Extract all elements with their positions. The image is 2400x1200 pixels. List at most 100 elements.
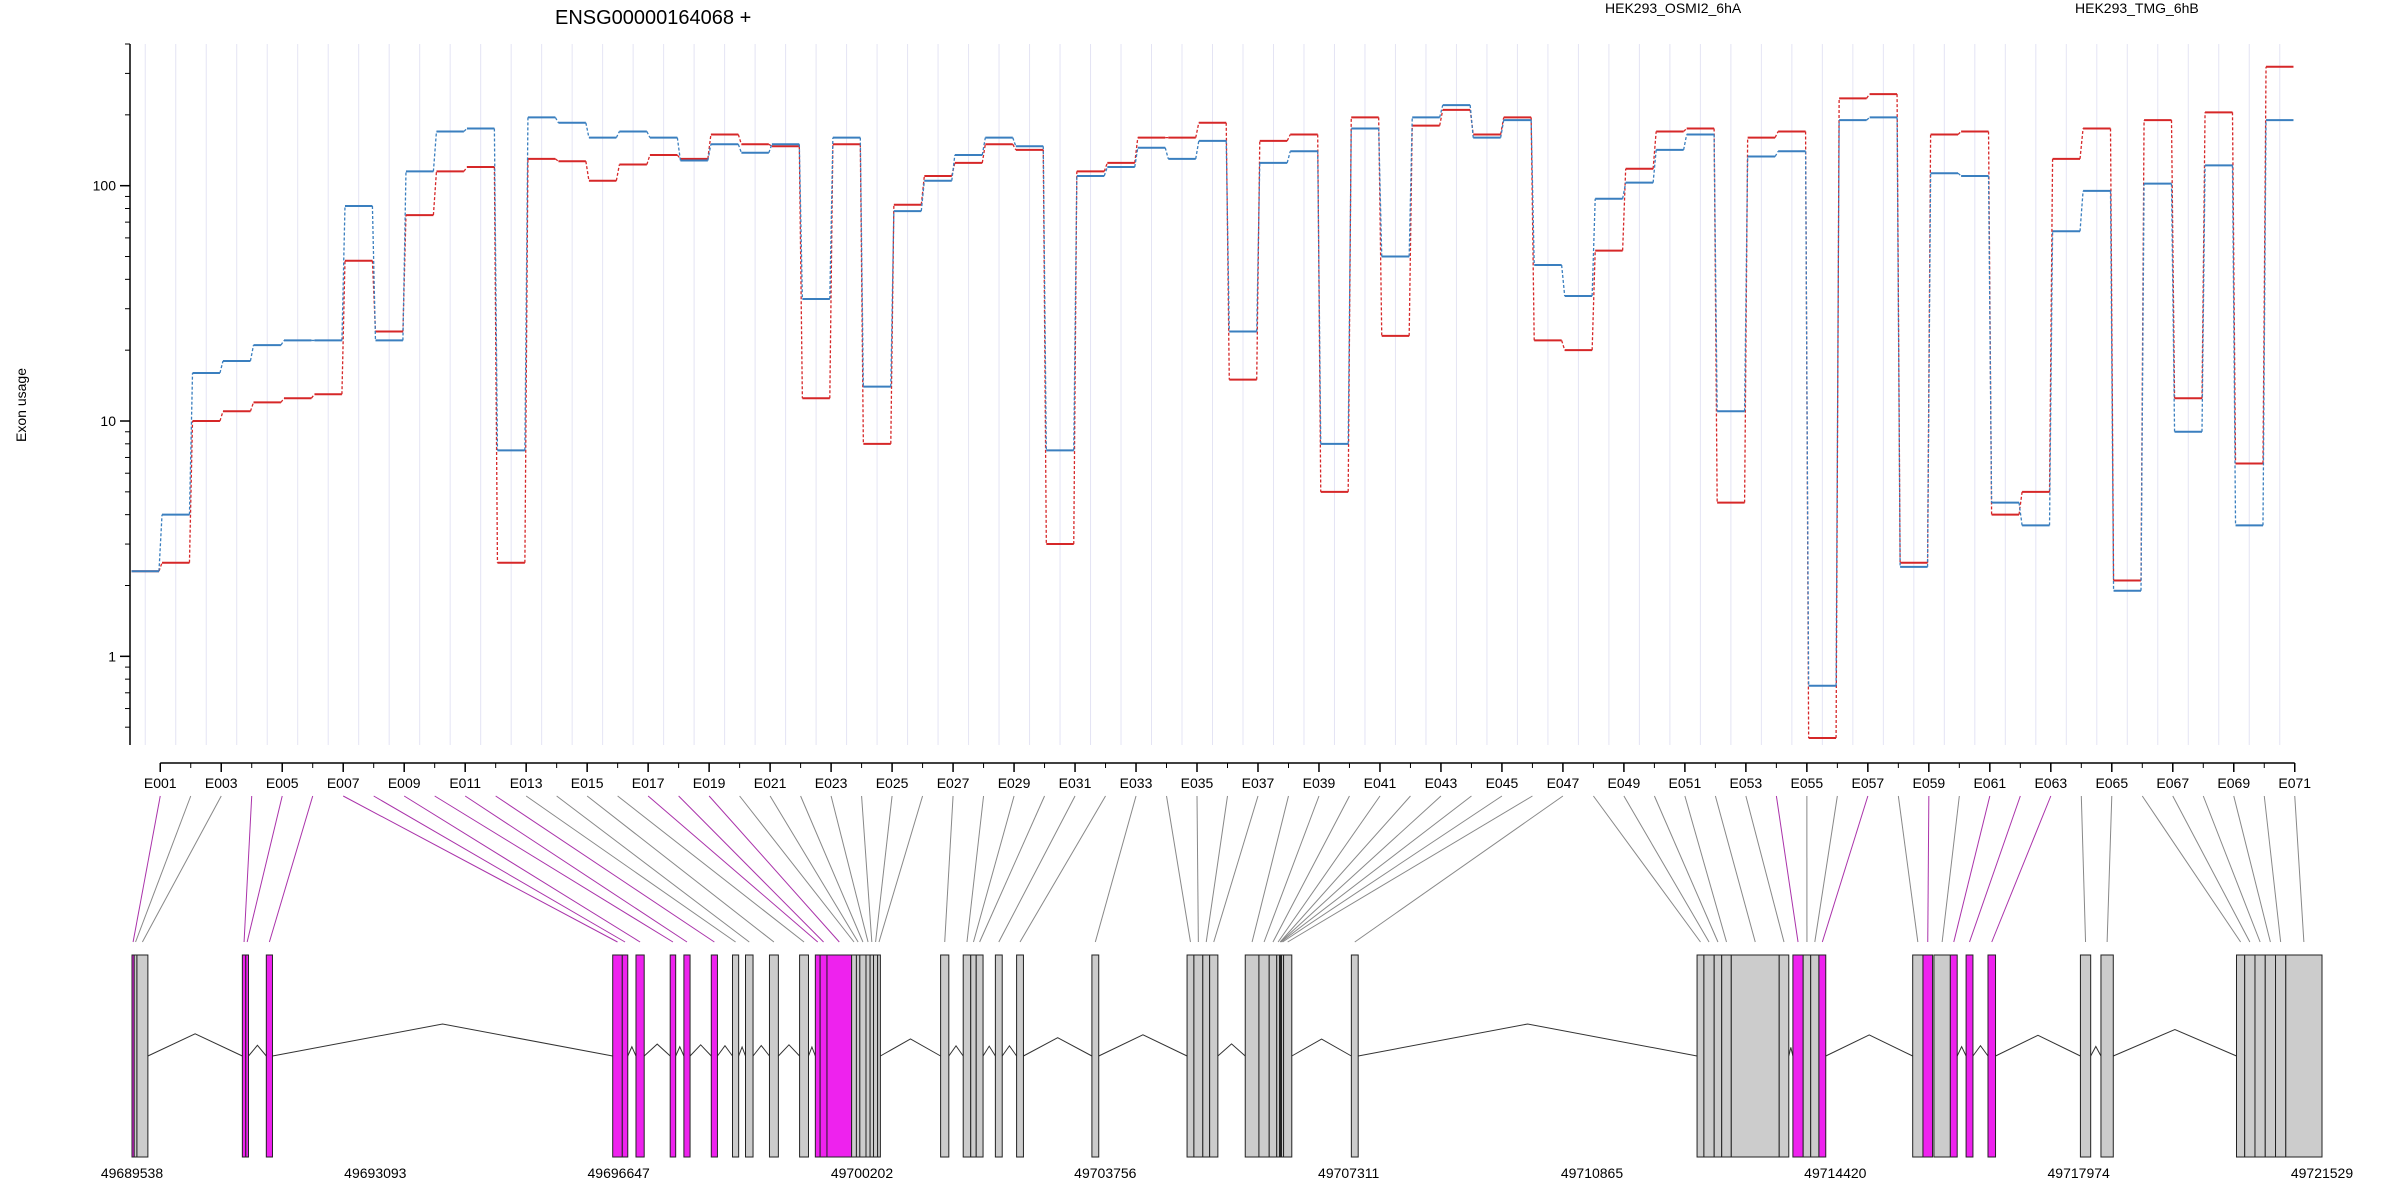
genomic-coordinate-label: 49700202 [831, 1165, 894, 1181]
exon-connector [1280, 795, 1442, 943]
x-tick-label: E029 [998, 775, 1031, 791]
gene-model [131, 954, 2323, 1158]
x-tick-label: E063 [2034, 775, 2067, 791]
exon-connector [617, 795, 805, 943]
exon-block [1016, 954, 1024, 1158]
exon-block [1258, 954, 1270, 1158]
exon-block [1350, 954, 1359, 1158]
exon-block [1810, 954, 1820, 1158]
x-tick-label: E055 [1791, 775, 1824, 791]
exon-block [975, 954, 984, 1158]
x-tick-label: E025 [876, 775, 909, 791]
exon-block [1283, 954, 1293, 1158]
intron-line [1217, 1043, 1246, 1057]
exon-block [1209, 954, 1219, 1158]
exon-connector [830, 795, 869, 943]
exon-block [994, 954, 1003, 1158]
exon-block [855, 954, 861, 1158]
exon-connector [1684, 795, 1727, 943]
exon-block [1965, 954, 1974, 1158]
exon-connector [800, 795, 864, 943]
exon-block [826, 954, 853, 1158]
x-tick-label: E007 [327, 775, 360, 791]
y-axis-label: Exon usage [13, 368, 29, 442]
exon-connector [2263, 795, 2282, 943]
exon-connector [2080, 795, 2087, 943]
exon-connector [556, 795, 750, 943]
intron-line [1788, 1047, 1794, 1057]
exon-block [865, 954, 871, 1158]
genomic-coordinate-label: 49710865 [1561, 1165, 1624, 1181]
exon-connector [1623, 795, 1710, 943]
intron-line [272, 1023, 613, 1057]
exon-connector [1251, 795, 1289, 943]
intron-line [643, 1043, 671, 1057]
exon-block [962, 954, 972, 1158]
exon-block [732, 954, 740, 1158]
exon-connector [944, 795, 954, 943]
exon-connector [495, 795, 715, 943]
exon-connector [769, 795, 859, 943]
intron-line [982, 1045, 996, 1057]
exon-connector [1593, 795, 1701, 943]
x-tick-label: E009 [388, 775, 421, 791]
exon-block [1202, 954, 1211, 1158]
exon-block [877, 954, 881, 1158]
exon-connector [243, 795, 253, 943]
genomic-axis: 49689538 49693093 49696647 49700202 49703756… [101, 1165, 2354, 1181]
x-tick-label: E023 [815, 775, 848, 791]
exon-block [859, 954, 867, 1158]
chart-title: ENSG00000164068 + [555, 7, 751, 29]
exon-connector [972, 795, 1015, 943]
exon-block [1091, 954, 1100, 1158]
exon-connector [1205, 795, 1228, 943]
exon-connector [135, 795, 192, 943]
exon-connector [861, 795, 873, 943]
exon-connector [878, 795, 924, 943]
exon-connector [998, 795, 1076, 943]
x-tick-label: E001 [144, 775, 177, 791]
exon-connector [1814, 795, 1838, 943]
exon-connectors [132, 795, 2305, 943]
exon-connector [1775, 795, 1799, 943]
x-tick-label: E049 [1608, 775, 1641, 791]
exon-connector [1653, 795, 1719, 943]
x-tick-label: E051 [1669, 775, 1702, 791]
exon-block [612, 954, 623, 1158]
x-tick-label: E059 [1912, 775, 1945, 791]
exon-block [1244, 954, 1260, 1158]
exon-connector [373, 795, 626, 943]
x-tick-label: E027 [937, 775, 970, 791]
intron-line [2090, 1045, 2102, 1057]
exon-block [669, 954, 677, 1158]
exon-block [1268, 954, 1278, 1158]
exon-connector [966, 795, 985, 943]
exon-block [1818, 954, 1827, 1158]
x-tick-label: E043 [1425, 775, 1458, 791]
genomic-coordinate-label: 49689538 [101, 1165, 164, 1181]
series-lines [131, 65, 2294, 739]
exon-connector [1821, 795, 1869, 943]
exon-connector [1714, 795, 1756, 943]
exon-connector [2294, 795, 2305, 943]
exon-connector [2106, 795, 2113, 943]
exon-connector [525, 795, 736, 943]
vertical-grid [144, 44, 2281, 745]
exon-connector [403, 795, 641, 943]
exon-block [2275, 954, 2287, 1158]
exon-connector [875, 795, 893, 943]
intron-line [627, 1045, 637, 1057]
exon-connector [1953, 795, 1991, 943]
x-tick-label: E069 [2217, 775, 2250, 791]
exon-connector [2172, 795, 2251, 943]
exon-block [2235, 954, 2246, 1158]
exon-block [873, 954, 879, 1158]
x-tick-label: E013 [510, 775, 543, 791]
exon-block [869, 954, 875, 1158]
exon-block [1193, 954, 1204, 1158]
intron-line [1358, 1023, 1698, 1057]
exon-connector [1287, 795, 1533, 943]
exon-connector [1927, 795, 1930, 943]
x-tick-label: E053 [1730, 775, 1763, 791]
intron-line [689, 1044, 712, 1057]
